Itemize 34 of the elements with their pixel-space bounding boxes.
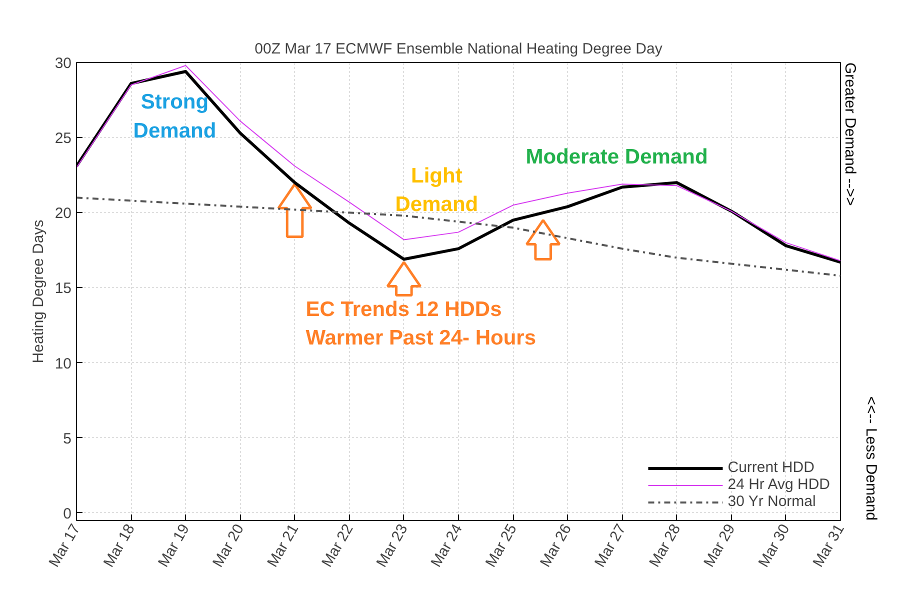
x-tick-label: Mar 20 <box>210 521 248 570</box>
annotation: Light Demand <box>395 164 478 216</box>
x-tick-label: Mar 21 <box>264 521 302 570</box>
y-tick-label: 5 <box>63 430 72 448</box>
x-tick-label: Mar 24 <box>428 521 466 570</box>
x-tick-label: Mar 18 <box>100 521 138 570</box>
x-tick-label: Mar 19 <box>154 521 194 570</box>
text: Greater Demand -->> <box>842 62 858 206</box>
y-tick-label: 0 <box>63 505 72 522</box>
legend-label: 24 Hr Avg HDD <box>728 476 830 493</box>
x-tick-label: Mar 22 <box>318 521 357 570</box>
x-tick-label: Mar 25 <box>482 521 520 570</box>
legend-label: Current HDD <box>728 459 814 476</box>
x-tick-label: Mar 31 <box>810 521 848 570</box>
text: <<-- Less Demand <box>862 396 880 521</box>
x-tick-label: Mar 23 <box>373 521 412 570</box>
x-tick-label: Mar 28 <box>646 521 684 570</box>
y-tick-label: 20 <box>54 205 72 222</box>
y-tick-label: 30 <box>54 55 72 72</box>
line-series <box>76 196 840 277</box>
x-tick-label: Mar 30 <box>755 521 794 570</box>
legend-label: 30 Yr Normal <box>728 493 816 510</box>
x-tick-label: Mar 27 <box>592 521 630 570</box>
annotation: Strong Demand <box>133 90 216 142</box>
x-tick-label: Mar 17 <box>46 521 84 570</box>
annotation: Moderate Demand <box>526 146 708 169</box>
y-tick-label: 15 <box>54 280 72 298</box>
y-tick-label: 10 <box>54 355 72 372</box>
y-tick-label: 25 <box>54 130 72 148</box>
x-tick-label: Mar 29 <box>700 521 739 570</box>
annotation: EC Trends 12 HDDs Warmer Past 24- Hours <box>306 298 536 350</box>
y-axis-title: Heating Degree Days <box>30 220 47 364</box>
x-tick-label: Mar 26 <box>536 521 576 570</box>
chart-title: 00Z Mar 17 ECMWF Ensemble National Heating Degree Day <box>254 40 663 58</box>
